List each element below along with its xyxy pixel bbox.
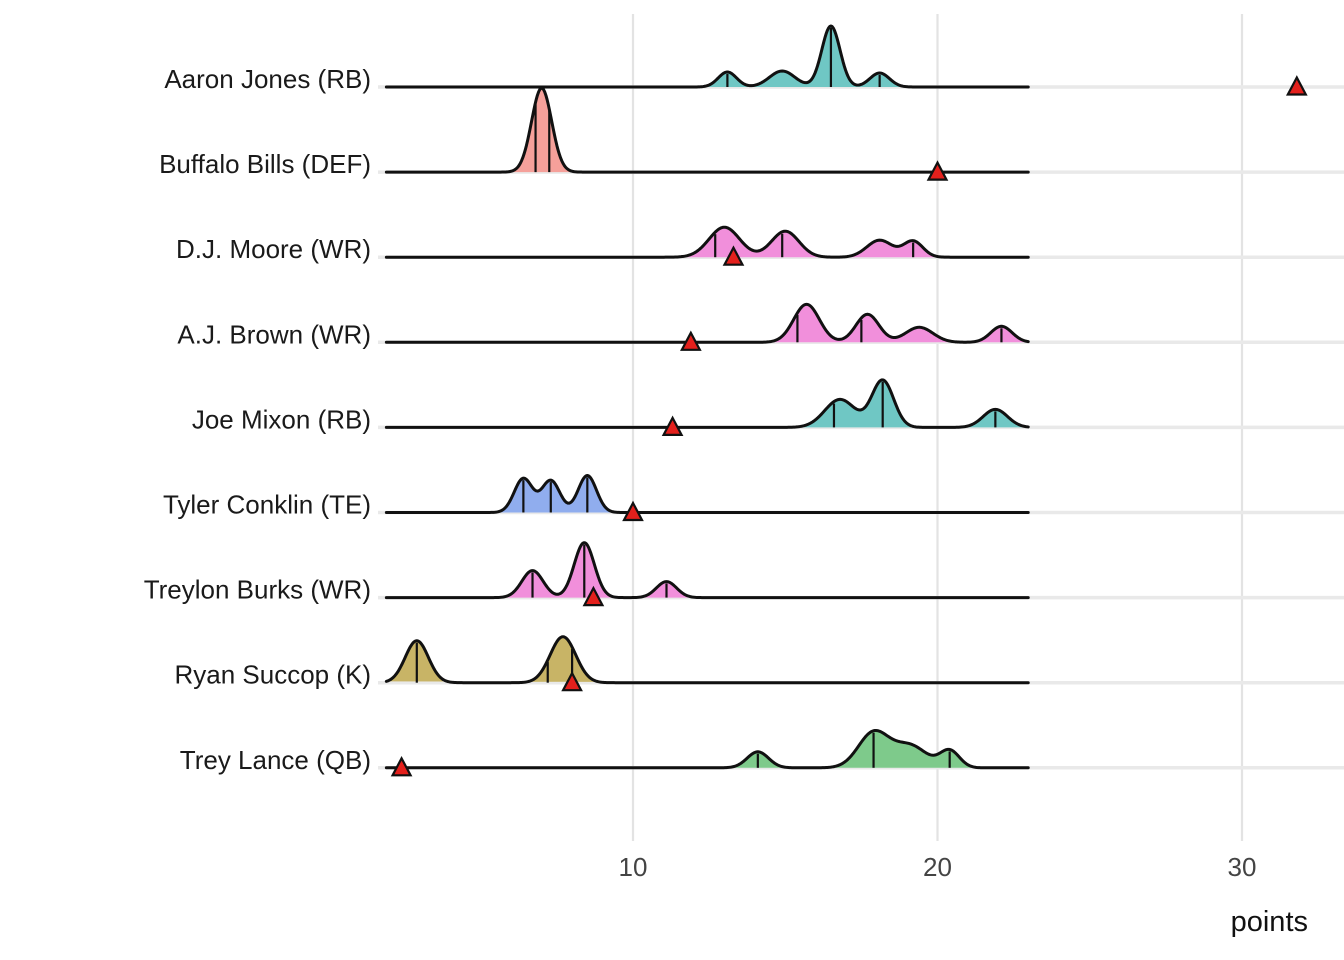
x-tick-label: 10 [619, 852, 648, 882]
density-fill [386, 730, 1029, 768]
density-fill [386, 542, 1029, 598]
row-label: Ryan Succop (K) [174, 660, 371, 690]
density-curve [384, 225, 1030, 259]
actual-points-marker [661, 415, 684, 436]
density-curve [384, 378, 1030, 429]
row-label: D.J. Moore (WR) [176, 234, 371, 264]
density-fill [386, 25, 1029, 88]
row-label: Joe Mixon (RB) [192, 404, 371, 434]
density-fill [386, 379, 1029, 428]
row-label: Tyler Conklin (TE) [163, 490, 371, 520]
actual-points-marker [390, 755, 413, 777]
density-curve [384, 24, 1030, 89]
density-curve [384, 728, 1030, 770]
actual-points-marker [561, 670, 583, 692]
row-label: Trey Lance (QB) [180, 745, 371, 775]
density-fill [386, 88, 1029, 173]
row-label: Treylon Burks (WR) [144, 575, 371, 605]
actual-points-marker [1285, 75, 1308, 96]
x-tick-label: 30 [1228, 852, 1257, 882]
density-curve [384, 473, 1030, 514]
row-label: A.J. Brown (WR) [177, 319, 371, 349]
actual-points-marker [680, 330, 702, 351]
actual-points-marker [926, 160, 949, 181]
density-fill [386, 636, 1029, 683]
density-curve [384, 86, 1030, 174]
density-curve [384, 541, 1030, 600]
actual-points-marker [582, 585, 605, 607]
x-tick-label: 20 [923, 852, 952, 882]
actual-points-marker [722, 245, 745, 266]
density-fill [386, 304, 1029, 343]
x-axis-label: points [1231, 906, 1308, 938]
actual-points-marker [622, 500, 644, 522]
density-fill [386, 475, 1029, 513]
density-curve [384, 302, 1030, 344]
row-label: Buffalo Bills (DEF) [159, 149, 371, 179]
row-label: Aaron Jones (RB) [164, 64, 371, 94]
density-curve [384, 635, 1030, 685]
